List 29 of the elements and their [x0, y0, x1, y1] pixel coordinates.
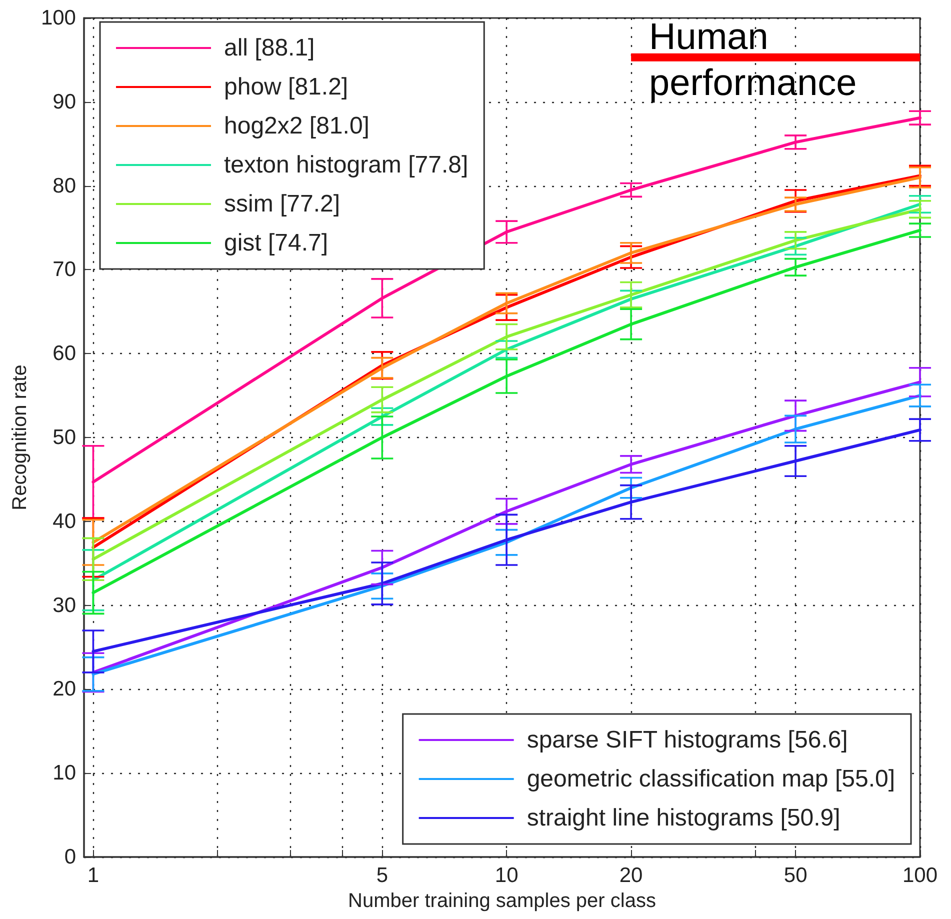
legend-label: hog2x2 [81.0]: [224, 112, 370, 140]
legend-label: sparse SIFT histograms [56.6]: [526, 726, 848, 754]
y-tick-label: 70: [52, 258, 76, 282]
legend-label: straight line histograms [50.9]: [526, 804, 840, 832]
series-label: Human performance: [649, 16, 857, 103]
legend-label: gist [74.7]: [224, 230, 328, 256]
y-tick-label: 10: [52, 762, 76, 785]
x-tick-label: 1: [87, 864, 100, 887]
legend-label: geometric classification map [55.0]: [526, 766, 896, 792]
y-tick-label: 100: [40, 6, 76, 30]
legend-label: ssim [77.2]: [224, 190, 340, 218]
y-tick-label: 90: [52, 90, 76, 114]
y-tick-label: 60: [52, 342, 76, 366]
y-axis-title: Recognition rate: [9, 364, 32, 510]
y-tick-label: 50: [52, 426, 76, 449]
x-tick-label: 20: [619, 864, 643, 887]
x-tick-label: 100: [902, 864, 938, 887]
y-tick-label: 80: [52, 174, 76, 198]
legend-label: phow [81.2]: [224, 74, 348, 100]
x-tick-label: 10: [494, 864, 518, 887]
y-tick-label: 40: [52, 510, 76, 533]
legend-label: texton histogram [77.8]: [224, 152, 468, 178]
legend-label: all [88.1]: [224, 34, 315, 62]
x-axis-title: Number training samples per class: [348, 890, 656, 912]
y-tick-label: 20: [52, 678, 76, 701]
y-tick-label: 30: [52, 594, 76, 617]
y-tick-label: 0: [64, 846, 76, 868]
x-tick-label: 50: [784, 864, 808, 887]
x-tick-label: 5: [376, 864, 388, 887]
